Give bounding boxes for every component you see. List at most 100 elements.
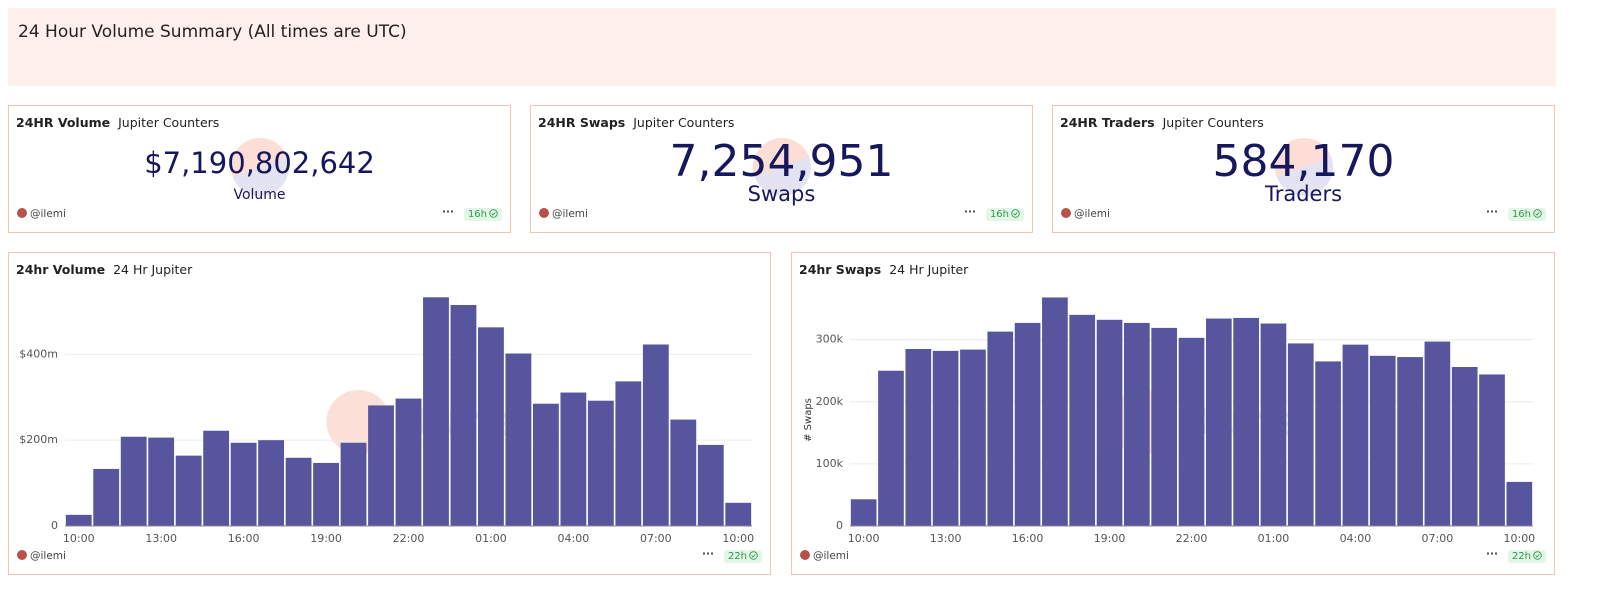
- bar: [1287, 343, 1314, 526]
- age-badge: 22h: [723, 550, 762, 563]
- bar: [642, 344, 669, 526]
- bar: [1096, 319, 1123, 526]
- card-subtitle: 24 Hr Jupiter: [889, 262, 969, 277]
- x-tick-label: 13:00: [930, 532, 962, 545]
- card-footer: @ilemi ··· 16h: [17, 206, 502, 224]
- card-subtitle: Jupiter Counters: [1162, 115, 1264, 130]
- y-tick-label: 200k: [816, 395, 844, 408]
- menu-dots[interactable]: ···: [702, 548, 714, 560]
- y-tick-label: 300k: [816, 333, 844, 346]
- bar: [395, 398, 422, 526]
- card-footer: @ilemi ··· 16h: [539, 206, 1024, 224]
- x-tick-label: 22:00: [393, 532, 425, 545]
- counter-value: 7,254,951: [669, 136, 894, 187]
- card-header: 24HR Swaps Jupiter Counters: [538, 115, 734, 130]
- x-tick-label: 10:00: [63, 532, 95, 545]
- bar: [1506, 481, 1533, 526]
- bar: [175, 455, 202, 526]
- y-tick-label: 0: [836, 519, 843, 532]
- y-tick-label: 100k: [816, 457, 844, 470]
- x-tick-label: 04:00: [1340, 532, 1372, 545]
- age-badge: 16h: [985, 208, 1024, 221]
- bar: [478, 327, 504, 526]
- bar: [1479, 374, 1505, 526]
- x-tick-label: 10:00: [848, 532, 880, 545]
- menu-dots[interactable]: ···: [1486, 206, 1498, 218]
- bar: [1205, 318, 1232, 526]
- card-title: 24hr Swaps: [799, 262, 882, 277]
- counter-value: 584,170: [1212, 136, 1395, 187]
- bar: [1151, 327, 1178, 526]
- bar: [1451, 367, 1478, 526]
- bar: [230, 442, 257, 526]
- x-tick-label: 01:00: [1258, 532, 1290, 545]
- menu-dots[interactable]: ···: [1486, 548, 1498, 560]
- author: @ilemi: [813, 550, 849, 562]
- card-footer: @ilemi ··· 16h: [1061, 206, 1546, 224]
- age: 22h: [1511, 551, 1531, 562]
- y-tick-label: 0: [51, 519, 58, 532]
- watermark-circle: [231, 138, 289, 196]
- bar: [93, 468, 120, 526]
- card-header: 24hr Volume 24 Hr Jupiter: [16, 262, 192, 277]
- x-tick-label: 07:00: [1422, 532, 1454, 545]
- bar: [878, 370, 904, 526]
- bar: [505, 353, 532, 526]
- bar: [1178, 337, 1205, 526]
- counter-card: 24HR Swaps Jupiter Counters 7,254,951 Swaps…: [530, 105, 1033, 233]
- bar: [1069, 314, 1096, 526]
- bar: [1124, 322, 1150, 526]
- card-title: 24hr Volume: [16, 262, 106, 277]
- x-tick-label: 19:00: [310, 532, 342, 545]
- age: 16h: [989, 209, 1009, 220]
- age-badge: 16h: [1507, 208, 1546, 221]
- bar: [1014, 322, 1041, 526]
- bar: [725, 502, 752, 526]
- card-header: 24HR Volume Jupiter Counters: [16, 115, 219, 130]
- card-title: 24HR Volume: [16, 115, 111, 130]
- bar: [850, 499, 877, 526]
- author: @ilemi: [552, 208, 588, 220]
- bar: [1369, 355, 1396, 526]
- header: 24 Hour Volume Summary (All times are UT…: [8, 8, 1556, 86]
- header-title: 24 Hour Volume Summary (All times are UT…: [18, 22, 407, 42]
- x-tick-label: 16:00: [228, 532, 260, 545]
- avatar: [800, 550, 810, 560]
- x-tick-label: 10:00: [722, 532, 754, 545]
- menu-dots[interactable]: ···: [442, 206, 454, 218]
- bar: [148, 437, 175, 526]
- card-subtitle: Jupiter Counters: [633, 115, 735, 130]
- watermark-circle: [1275, 138, 1333, 196]
- card-footer: @ilemi ··· 22h: [800, 548, 1546, 566]
- bar: [1315, 361, 1341, 526]
- card-header: 24hr Swaps 24 Hr Jupiter: [799, 262, 968, 277]
- menu-dots[interactable]: ···: [964, 206, 976, 218]
- bar: [1424, 341, 1451, 526]
- x-tick-label: 01:00: [475, 532, 507, 545]
- counter-label: Swaps: [747, 182, 816, 206]
- card-title: 24HR Swaps: [538, 115, 626, 130]
- bar: [450, 305, 477, 526]
- bar: [120, 436, 147, 526]
- bar: [587, 400, 614, 526]
- x-tick-label: 19:00: [1094, 532, 1126, 545]
- x-tick-label: 07:00: [640, 532, 672, 545]
- bar: [285, 457, 312, 526]
- bar: [960, 349, 986, 526]
- y-tick-label: $200m: [19, 433, 58, 446]
- avatar: [17, 550, 27, 560]
- counter-card: 24HR Traders Jupiter Counters 584,170 Trade…: [1052, 105, 1555, 233]
- counter-value: $7,190,802,642: [144, 146, 375, 180]
- age-badge: 22h: [1507, 550, 1546, 563]
- avatar: [539, 208, 549, 218]
- author: @ilemi: [30, 208, 66, 220]
- card-header: 24HR Traders Jupiter Counters: [1060, 115, 1264, 130]
- card-subtitle: 24 Hr Jupiter: [113, 262, 193, 277]
- watermark-circle: [753, 138, 811, 196]
- y-tick-label: $400m: [19, 347, 58, 360]
- author: @ilemi: [1074, 208, 1110, 220]
- bar: [697, 444, 724, 526]
- counter-card: 24HR Volume Jupiter Counters $7,190,802,64…: [8, 105, 511, 233]
